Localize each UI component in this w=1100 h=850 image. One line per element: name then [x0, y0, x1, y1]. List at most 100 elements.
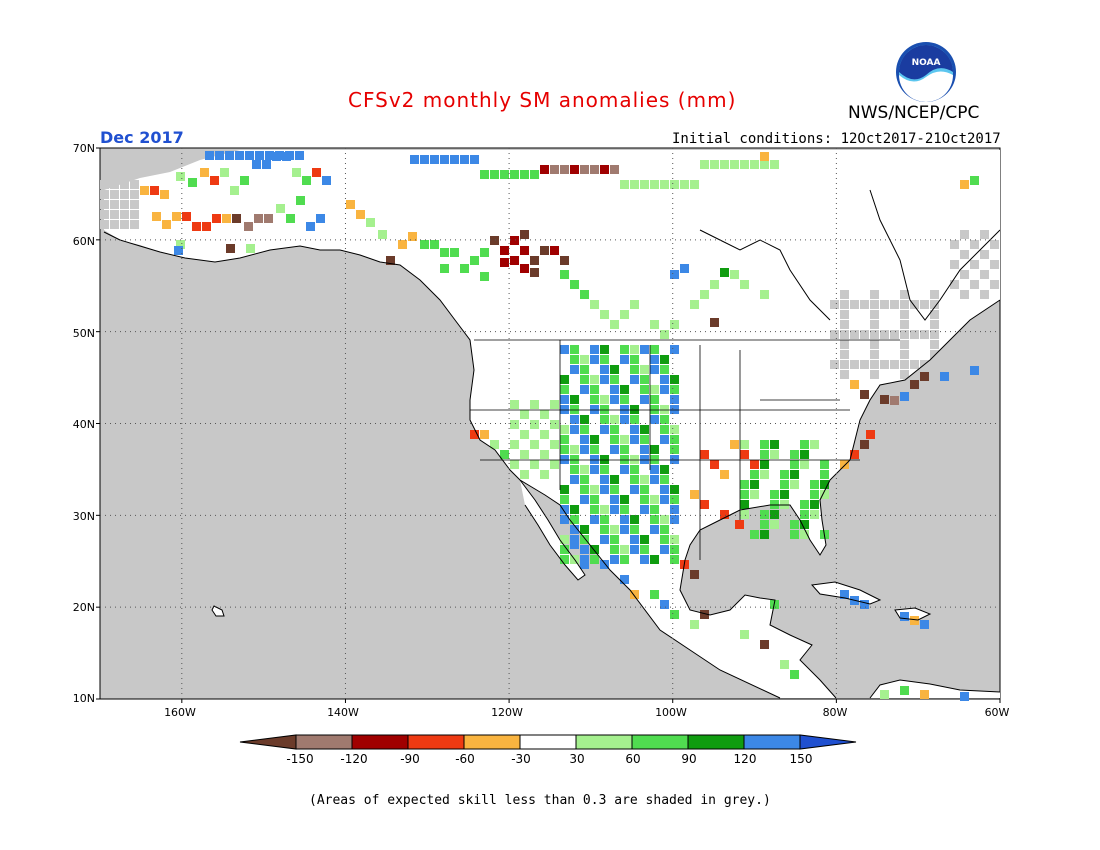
- anomaly-cell: [540, 450, 549, 459]
- anomaly-cell: [900, 310, 909, 319]
- anomaly-cell: [866, 430, 875, 439]
- anomaly-cell: [890, 330, 899, 339]
- anomaly-cell: [560, 270, 569, 279]
- anomaly-cell: [860, 360, 869, 369]
- colorbar-arrow-right: [799, 734, 857, 750]
- anomaly-cell: [650, 365, 659, 374]
- anomaly-cell: [930, 350, 939, 359]
- anomaly-cell: [600, 375, 609, 384]
- anomaly-cell: [550, 420, 559, 429]
- anomaly-cell: [690, 620, 699, 629]
- anomaly-cell: [890, 360, 899, 369]
- anomaly-cell: [100, 220, 109, 229]
- anomaly-cell: [630, 545, 639, 554]
- anomaly-cell: [398, 240, 407, 249]
- anomaly-cell: [640, 495, 649, 504]
- colorbar-label: 90: [681, 752, 697, 766]
- anomaly-cell: [650, 180, 659, 189]
- coastline: [211, 605, 225, 617]
- anomaly-cell: [200, 168, 209, 177]
- anomaly-cell: [560, 485, 569, 494]
- colorbar-label: 120: [733, 752, 757, 766]
- anomaly-cell: [450, 248, 459, 257]
- anomaly-cell: [640, 535, 649, 544]
- anomaly-cell: [870, 370, 879, 379]
- anomaly-cell: [980, 270, 989, 279]
- graticule: [96, 147, 1001, 703]
- anomaly-cell: [490, 236, 499, 245]
- anomaly-cell: [860, 330, 869, 339]
- anomaly-cell: [232, 214, 241, 223]
- anomaly-cell: [570, 475, 579, 484]
- anomaly-cell: [530, 170, 539, 179]
- anomaly-cell: [870, 310, 879, 319]
- anomaly-cell: [730, 270, 739, 279]
- anomaly-cell: [800, 500, 809, 509]
- anomaly-cell: [790, 530, 799, 539]
- anomaly-cell: [700, 160, 709, 169]
- anomaly-cell: [670, 535, 679, 544]
- anomaly-cell: [830, 360, 839, 369]
- anomaly-cell: [650, 395, 659, 404]
- anomaly-cell: [235, 151, 244, 160]
- anomaly-cell: [580, 375, 589, 384]
- anomaly-cell: [600, 505, 609, 514]
- anomaly-cell: [630, 525, 639, 534]
- anomaly-cell: [650, 525, 659, 534]
- anomaly-cell: [590, 485, 599, 494]
- anomaly-cell: [600, 365, 609, 374]
- anomaly-cell: [570, 525, 579, 534]
- anomaly-cell: [600, 465, 609, 474]
- anomaly-cell: [640, 435, 649, 444]
- anomaly-cell: [580, 485, 589, 494]
- anomaly-cell: [610, 475, 619, 484]
- anomaly-cell: [560, 395, 569, 404]
- anomaly-cell: [520, 430, 529, 439]
- anomaly-cell: [480, 430, 489, 439]
- anomaly-cell: [800, 520, 809, 529]
- anomaly-cell: [600, 395, 609, 404]
- anomaly-cell: [700, 290, 709, 299]
- anomaly-cell: [930, 330, 939, 339]
- lat-label: 30N: [72, 510, 95, 523]
- anomaly-cell: [130, 200, 139, 209]
- anomaly-cell: [730, 160, 739, 169]
- anomaly-cell: [620, 455, 629, 464]
- anomaly-cell: [570, 405, 579, 414]
- anomaly-cell: [670, 270, 679, 279]
- anomaly-cell: [225, 151, 234, 160]
- anomaly-cell: [930, 320, 939, 329]
- anomaly-cell: [560, 405, 569, 414]
- anomaly-cell: [620, 405, 629, 414]
- anomaly-cell: [710, 318, 719, 327]
- anomaly-cell: [510, 460, 519, 469]
- anomaly-cell: [620, 445, 629, 454]
- forecast-month: Dec 2017: [100, 128, 184, 147]
- anomaly-cell: [262, 160, 271, 169]
- anomaly-cell: [650, 590, 659, 599]
- anomaly-cell: [600, 345, 609, 354]
- anomaly-cell: [990, 240, 999, 249]
- anomaly-cell: [650, 495, 659, 504]
- anomaly-cell: [960, 180, 969, 189]
- anomaly-cell: [100, 180, 109, 189]
- anomaly-cell: [580, 495, 589, 504]
- anomaly-cell: [760, 450, 769, 459]
- anomaly-cell: [910, 360, 919, 369]
- anomaly-cell: [246, 244, 255, 253]
- anomaly-cell: [470, 430, 479, 439]
- coastline: [810, 581, 882, 605]
- anomaly-cell: [780, 470, 789, 479]
- anomaly-cell: [510, 256, 519, 265]
- anomaly-cell: [740, 450, 749, 459]
- anomaly-cell: [950, 280, 959, 289]
- anomaly-cell: [980, 290, 989, 299]
- anomaly-cell: [590, 385, 599, 394]
- lon-label: 100W: [655, 706, 687, 719]
- anomaly-cell: [880, 330, 889, 339]
- anomaly-cell: [750, 480, 759, 489]
- anomaly-cell: [100, 200, 109, 209]
- anomaly-cell: [610, 555, 619, 564]
- anomaly-cell: [820, 480, 829, 489]
- anomaly-cell: [130, 220, 139, 229]
